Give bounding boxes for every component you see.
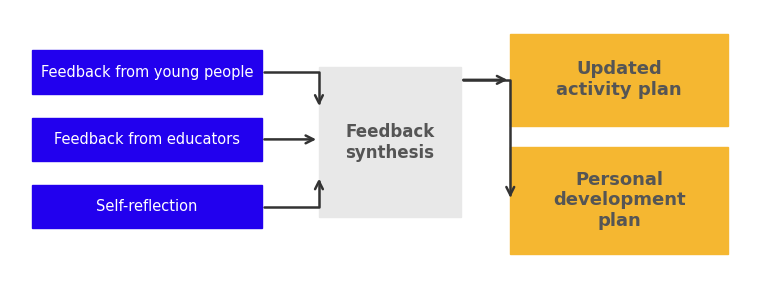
Text: Self-reflection: Self-reflection	[96, 199, 197, 214]
Text: Feedback from young people: Feedback from young people	[41, 65, 253, 80]
FancyBboxPatch shape	[32, 50, 262, 94]
FancyBboxPatch shape	[32, 118, 262, 161]
Text: Feedback from educators: Feedback from educators	[54, 132, 240, 147]
FancyBboxPatch shape	[319, 67, 461, 217]
FancyBboxPatch shape	[510, 147, 728, 254]
FancyBboxPatch shape	[32, 185, 262, 228]
Text: Personal
development
plan: Personal development plan	[553, 171, 686, 230]
Text: Updated
activity plan: Updated activity plan	[557, 61, 682, 99]
FancyBboxPatch shape	[510, 34, 728, 126]
Text: Feedback
synthesis: Feedback synthesis	[345, 123, 435, 162]
